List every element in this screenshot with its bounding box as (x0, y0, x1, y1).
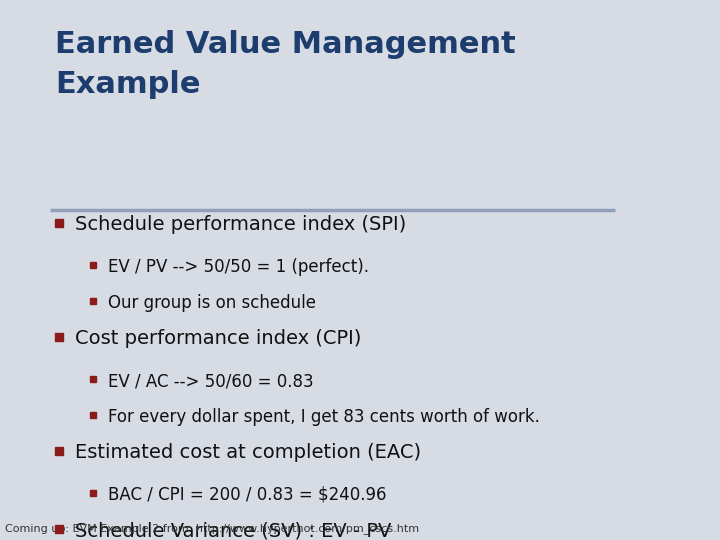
Bar (90, 412, 96, 418)
Text: Cost performance index (CPI): Cost performance index (CPI) (75, 329, 361, 348)
Bar (90, 376, 96, 382)
Bar (55, 219, 63, 227)
Text: Earned Value Management: Earned Value Management (55, 30, 516, 59)
Text: Schedule Variance (SV) : EV - PV: Schedule Variance (SV) : EV - PV (75, 522, 392, 540)
Text: Example: Example (55, 70, 200, 99)
Bar (55, 525, 63, 533)
Bar (55, 447, 63, 455)
Text: Our group is on schedule: Our group is on schedule (108, 294, 316, 312)
Text: Estimated cost at completion (EAC): Estimated cost at completion (EAC) (75, 443, 421, 462)
Text: BAC / CPI = 200 / 0.83 = $240.96: BAC / CPI = 200 / 0.83 = $240.96 (108, 486, 387, 504)
Bar (90, 490, 96, 496)
Bar (90, 262, 96, 268)
Bar (90, 298, 96, 304)
Text: EV / PV --> 50/50 = 1 (perfect).: EV / PV --> 50/50 = 1 (perfect). (108, 258, 369, 276)
Text: Coming up: EVM Example 2 from: http://www.hyperthot.com/pm_cscs.htm: Coming up: EVM Example 2 from: http://ww… (5, 523, 419, 534)
Text: EV / AC --> 50/60 = 0.83: EV / AC --> 50/60 = 0.83 (108, 372, 314, 390)
Text: Schedule performance index (SPI): Schedule performance index (SPI) (75, 215, 406, 234)
Bar (55, 333, 63, 341)
Text: For every dollar spent, I get 83 cents worth of work.: For every dollar spent, I get 83 cents w… (108, 408, 540, 426)
